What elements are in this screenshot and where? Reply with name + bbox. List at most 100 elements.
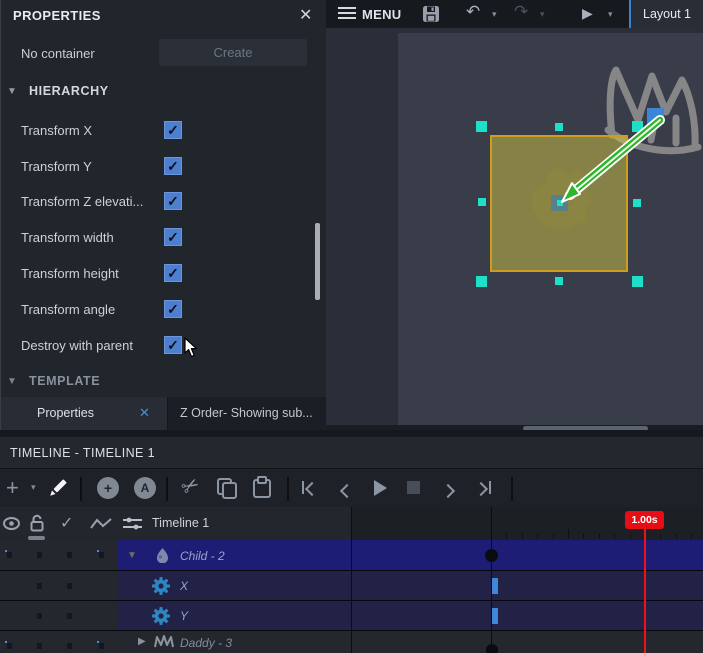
track-header-scrollbar[interactable] — [28, 536, 45, 540]
template-collapse-icon[interactable]: ▼ — [7, 376, 17, 387]
enable-check-icon[interactable]: ✓ — [60, 515, 74, 532]
hierarchy-checkbox[interactable]: ✓ — [164, 192, 182, 210]
handle-top-right[interactable] — [632, 121, 643, 132]
track-name-label[interactable]: Child - 2 — [180, 549, 225, 563]
properties-panel-title: PROPERTIES — [13, 8, 101, 23]
redo-icon[interactable]: ↷ — [514, 2, 529, 21]
property-row: Transform Z elevati... ✓ — [1, 192, 327, 214]
edit-pencil-icon[interactable] — [46, 476, 70, 500]
step-forward-icon[interactable] — [440, 483, 456, 501]
skip-to-start-icon[interactable] — [302, 481, 320, 499]
canvas-hscroll-track[interactable] — [326, 425, 703, 432]
hierarchy-checkbox[interactable]: ✓ — [164, 300, 182, 318]
hierarchy-checkbox[interactable]: ✓ — [164, 336, 182, 354]
keyframe-marker[interactable] — [491, 578, 498, 594]
menu-button[interactable]: MENU — [362, 7, 402, 22]
properties-scrollbar[interactable] — [315, 223, 320, 300]
check-icon: ✓ — [167, 229, 179, 245]
hierarchy-checkbox[interactable]: ✓ — [164, 228, 182, 246]
add-track-button[interactable]: + — [6, 475, 19, 500]
playhead-time-badge[interactable]: 1.00s — [625, 511, 664, 529]
create-container-button[interactable]: Create — [159, 39, 307, 66]
preview-play-icon[interactable]: ▶ — [582, 5, 593, 21]
timeline-toolbar: + ▾ + A ✂ — [0, 469, 703, 507]
property-gear-icon — [152, 577, 170, 595]
check-icon: ✓ — [167, 265, 179, 281]
paste-icon[interactable] — [251, 476, 273, 498]
timeline-stop-icon[interactable] — [407, 481, 420, 494]
menu-burger-icon[interactable] — [338, 7, 356, 21]
track-expand-icon[interactable]: ▶ — [138, 636, 146, 647]
object-crown-icon — [154, 635, 174, 648]
property-label: Transform width — [21, 230, 114, 245]
tab-z-order[interactable]: Z Order- Showing sub... — [168, 397, 327, 430]
hierarchy-collapse-icon[interactable]: ▼ — [7, 86, 17, 97]
track-name-label[interactable]: X — [180, 579, 189, 593]
tab-close-icon[interactable]: ✕ — [139, 405, 150, 420]
add-keyframe-icon[interactable]: + — [97, 477, 119, 499]
canvas-hscroll-thumb[interactable] — [523, 426, 648, 431]
handle-top-middle[interactable] — [555, 123, 563, 131]
ruler-tick — [537, 534, 538, 539]
track-toggle-column — [0, 631, 117, 653]
handle-bottom-left[interactable] — [476, 276, 487, 287]
visibility-eye-icon[interactable] — [3, 516, 20, 531]
save-icon[interactable] — [422, 5, 440, 23]
handle-top-left[interactable] — [476, 121, 487, 132]
interpolation-curve-icon[interactable] — [90, 518, 112, 530]
handle-middle-left[interactable] — [478, 198, 486, 206]
cut-icon[interactable]: ✂ — [177, 472, 205, 501]
handle-bottom-middle[interactable] — [555, 277, 563, 285]
track-list-header: ✓ Timeline 1 — [0, 507, 352, 540]
timeline-body: ✓ Timeline 1 — [0, 507, 703, 653]
track-name-label[interactable]: Y — [180, 609, 189, 623]
hierarchy-checkbox[interactable]: ✓ — [164, 157, 182, 175]
track-expand-icon[interactable]: ▼ — [127, 550, 137, 561]
handle-middle-right[interactable] — [633, 199, 641, 207]
track-name-label[interactable]: Daddy - 3 — [180, 636, 233, 650]
property-row: Transform height ✓ — [1, 264, 327, 286]
hierarchy-checkbox[interactable]: ✓ — [164, 121, 182, 139]
property-label: Transform Z elevati... — [21, 194, 144, 209]
lock-icon[interactable] — [29, 514, 45, 532]
copy-icon[interactable] — [216, 477, 238, 499]
toolbar-separator — [287, 477, 289, 501]
hierarchy-arrow-icon — [561, 115, 665, 203]
tab-properties[interactable]: Properties ✕ — [1, 397, 167, 430]
track-toggle-column — [0, 601, 117, 631]
preview-dropdown-icon[interactable]: ▾ — [608, 9, 613, 19]
panel-divider[interactable] — [0, 430, 703, 437]
close-icon[interactable]: ✕ — [299, 7, 313, 24]
property-gear-icon — [152, 607, 170, 625]
ruler-tick — [568, 529, 569, 539]
keyframe-marker[interactable] — [491, 608, 498, 624]
keyframe-marker[interactable] — [486, 644, 498, 653]
selection-handles — [476, 121, 643, 287]
tab-layout-1[interactable]: Layout 1 — [631, 0, 703, 28]
left-panel-tab-bar: Properties ✕ Z Order- Showing sub... — [1, 397, 327, 430]
auto-key-icon[interactable]: A — [134, 477, 156, 499]
timeline-titlebar: TIMELINE - TIMELINE 1 — [0, 437, 703, 469]
column-divider — [351, 507, 352, 653]
undo-icon[interactable]: ↶ — [466, 2, 481, 21]
timeline-name-label[interactable]: Timeline 1 — [152, 516, 210, 530]
step-back-icon[interactable] — [339, 483, 355, 501]
template-section-header[interactable]: TEMPLATE — [29, 374, 101, 388]
toolbar-separator — [166, 477, 168, 501]
layout-canvas[interactable] — [326, 28, 703, 437]
handle-bottom-right[interactable] — [632, 276, 643, 287]
redo-dropdown-icon[interactable]: ▾ — [540, 9, 545, 19]
playhead-line[interactable] — [644, 529, 646, 653]
properties-panel: PROPERTIES ✕ No container Create ▼ HIERA… — [0, 0, 327, 430]
undo-dropdown-icon[interactable]: ▾ — [492, 9, 497, 19]
hierarchy-checkbox[interactable]: ✓ — [164, 264, 182, 282]
timeline-play-icon[interactable] — [374, 480, 387, 496]
tab-accent-divider — [629, 0, 631, 28]
hierarchy-section-header[interactable]: HIERARCHY — [29, 84, 109, 98]
property-row: Transform angle ✓ — [1, 300, 327, 322]
ruler-tick — [614, 534, 615, 539]
skip-to-end-icon[interactable] — [473, 481, 491, 499]
property-label: Destroy with parent — [21, 338, 133, 353]
check-icon: ✓ — [167, 301, 179, 317]
add-track-dropdown-icon[interactable]: ▾ — [31, 482, 36, 492]
